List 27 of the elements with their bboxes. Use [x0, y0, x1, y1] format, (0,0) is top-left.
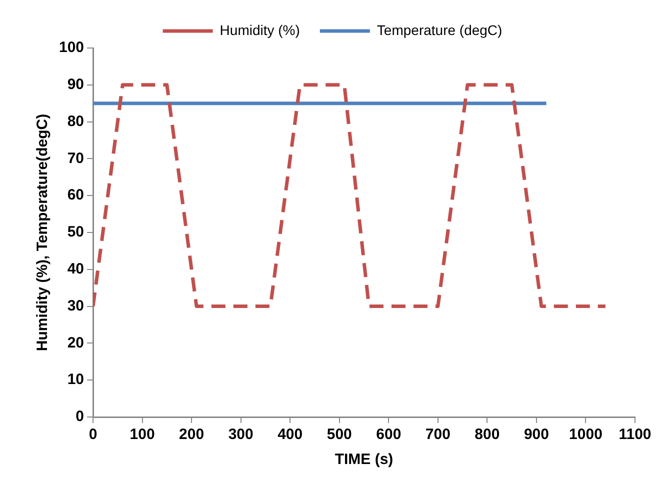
legend-label: Humidity (%)	[220, 22, 300, 38]
legend-label: Temperature (degC)	[376, 22, 502, 38]
y-tick-label: 40	[67, 260, 84, 278]
y-tick-label: 100	[58, 39, 84, 56]
x-tick-label: 300	[228, 426, 254, 444]
y-tick-label: 70	[67, 150, 84, 167]
x-tick-label: 500	[326, 426, 352, 444]
y-tick-label: 80	[67, 112, 84, 130]
y-tick-label: 10	[67, 371, 84, 388]
x-tick-label: 800	[474, 426, 500, 444]
y-axis-title: Humidity (%), Temperature(degC)	[34, 114, 52, 352]
x-tick-label: 1000	[569, 426, 602, 444]
x-tick-label: 900	[524, 426, 549, 444]
x-tick-label: 400	[278, 426, 303, 444]
x-tick-label: 100	[130, 426, 155, 444]
y-tick-label: 50	[67, 224, 84, 241]
x-tick-label: 1100	[618, 426, 652, 444]
y-tick-label: 20	[67, 334, 84, 352]
x-tick-label: 200	[179, 426, 204, 444]
y-tick-label: 30	[67, 297, 84, 314]
y-tick-label: 60	[67, 186, 84, 204]
x-tick-label: 600	[376, 426, 402, 444]
y-tick-label: 0	[76, 408, 84, 426]
y-tick-label: 90	[67, 76, 84, 94]
x-axis-title: TIME (s)	[334, 451, 394, 468]
x-tick-label: 0	[88, 426, 98, 444]
x-tick-label: 700	[425, 426, 450, 444]
